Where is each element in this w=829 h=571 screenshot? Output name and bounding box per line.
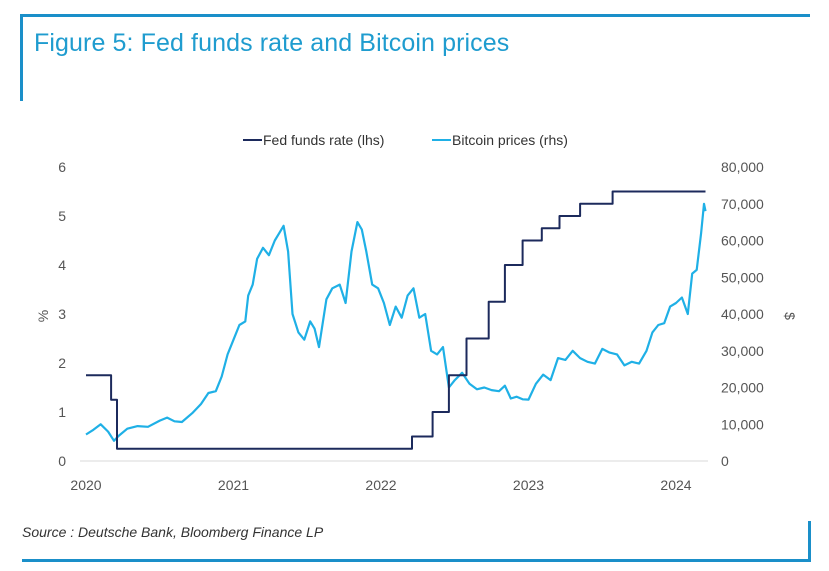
series-layer [85,190,707,450]
y2-tick-label: 10,000 [721,416,764,432]
y-tick-label: 4 [58,257,66,273]
frame-top-border [20,14,810,17]
y-tick-label: 2 [58,355,66,371]
y2-tick-label: 0 [721,453,729,469]
y-tick-label: 5 [58,208,66,224]
y2-tick-label: 70,000 [721,196,764,212]
y-tick-label: 6 [58,159,66,175]
series-line-bitcoin-prices [85,202,707,442]
y-axis-right: 0 10,000 20,000 30,000 40,000 50,000 60,000 70,… [721,159,764,469]
y2-tick-label: 30,000 [721,343,764,359]
y-tick-label: 0 [58,453,66,469]
legend: Fed funds rate (lhs) Bitcoin prices (rhs… [243,132,568,148]
y2-tick-label: 20,000 [721,380,764,396]
y2-axis-label: $ [782,312,798,320]
frame-left-border [20,14,23,101]
x-tick-label: 2022 [365,477,396,493]
x-tick-label: 2021 [218,477,249,493]
source-note: Source : Deutsche Bank, Bloomberg Financ… [22,524,324,540]
legend-label-fed-funds-rate: Fed funds rate (lhs) [263,132,384,148]
x-axis: 2020 2021 2022 2023 2024 [70,477,691,493]
y2-tick-label: 50,000 [721,269,764,285]
x-tick-label: 2023 [513,477,544,493]
y-tick-label: 1 [58,404,66,420]
y-tick-label: 3 [58,306,66,322]
y-axis-label: % [35,310,51,322]
x-tick-label: 2020 [70,477,101,493]
y2-tick-label: 40,000 [721,306,764,322]
legend-label-bitcoin-prices: Bitcoin prices (rhs) [452,132,568,148]
frame-bottom-border [22,559,811,562]
frame-right-border [808,521,811,562]
figure-title: Figure 5: Fed funds rate and Bitcoin pri… [34,29,510,57]
y2-tick-label: 80,000 [721,159,764,175]
y2-tick-label: 60,000 [721,233,764,249]
y-axis-left: 0 1 2 3 4 5 6 [58,159,66,469]
series-line-fed-funds-rate [86,190,706,450]
x-tick-label: 2024 [660,477,691,493]
